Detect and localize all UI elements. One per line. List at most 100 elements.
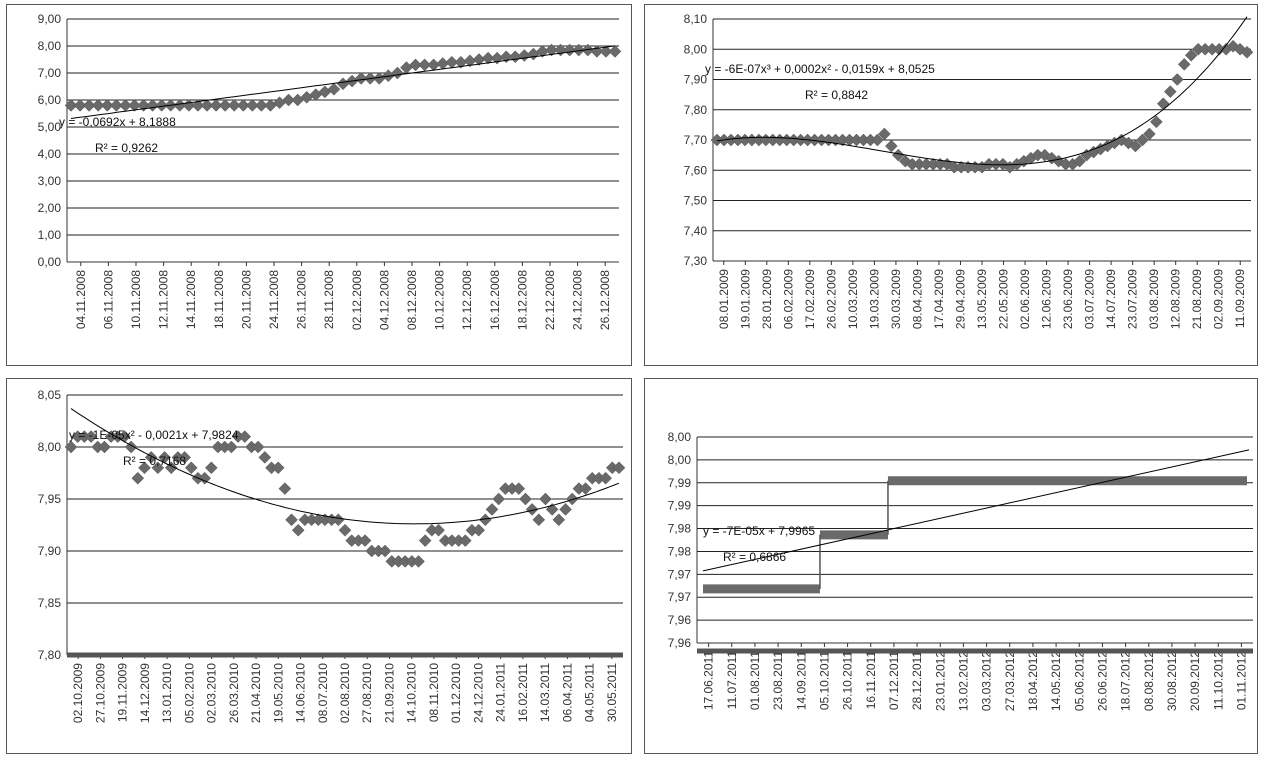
chart1-x-tick-label: 02.12.2008 — [350, 270, 364, 330]
chart1-y-tick-label: 8,00 — [38, 39, 62, 53]
chart3-data-point — [579, 482, 592, 495]
chart3-data-point — [151, 461, 165, 475]
chart1-x-tick-label: 18.12.2008 — [515, 270, 529, 330]
chart3-x-tick-label: 13.01.2010 — [160, 663, 174, 723]
chart1-trend-equation: y = -0,0692x + 8,1888 — [59, 115, 176, 129]
chart2-x-tick-label: 08.04.2009 — [910, 269, 924, 329]
chart2-x-tick-label: 30.03.2009 — [889, 269, 903, 329]
chart2-x-tick-label: 26.02.2009 — [824, 269, 838, 329]
chart2-x-tick-label: 17.02.2009 — [803, 269, 817, 329]
chart3-data-point — [251, 440, 265, 454]
chart1-data-point — [608, 45, 622, 58]
chart4-x-tick-label: 07.12.2011 — [887, 651, 901, 710]
chart-2-svg: 7,30 7,40 7,50 7,60 7,70 7,80 7,90 8,00 8,10 08.0… — [684, 12, 1254, 329]
chart4-x-tick-label: 14.09.2011 — [794, 651, 808, 710]
chart3-data-point — [552, 513, 566, 527]
chart3-data-point — [331, 513, 345, 527]
chart1-y-tick-label: 5,00 — [38, 120, 62, 134]
chart2-x-tick-label: 10.03.2009 — [846, 269, 860, 329]
chart3-x-tick-label: 02.10.2009 — [71, 663, 85, 723]
chart-panel-2: 7,30 7,40 7,50 7,60 7,70 7,80 7,90 8,00 8,10 08.0… — [644, 4, 1258, 366]
chart2-x-tick-label: 29.04.2009 — [953, 269, 967, 329]
chart3-data-point — [158, 451, 171, 464]
chart1-data-point — [481, 51, 495, 65]
chart1-data-point — [100, 99, 114, 112]
chart3-data-point — [204, 461, 218, 475]
chart1-x-tick-label: 04.11.2008 — [74, 270, 88, 329]
chart4-y-tick-label: 8,00 — [668, 453, 692, 467]
chart4-x-tick-label: 13.02.2012 — [956, 651, 970, 711]
chart3-trend-equation: y = -1E-05x² - 0,0021x + 7,9824 — [69, 428, 239, 442]
chart3-x-tick-label: 21.09.2010 — [382, 663, 396, 723]
chart4-y-tick-label: 8,00 — [668, 430, 692, 444]
chart2-x-tick-label: 22.05.2009 — [997, 269, 1011, 329]
chart2-x-tick-label: 02.06.2009 — [1018, 269, 1032, 329]
chart1-data-point — [155, 99, 169, 112]
chart2-x-tick-label: 23.07.2009 — [1126, 269, 1140, 329]
chart3-x-tick-label: 19.11.2009 — [116, 663, 130, 722]
chart3-data-point — [512, 482, 526, 495]
chart4-x-tick-label: 18.07.2012 — [1119, 651, 1133, 711]
chart2-x-tick-label: 28.01.2009 — [760, 269, 774, 329]
chart1-data-point — [545, 43, 558, 57]
chart4-x-tick-label: 03.03.2012 — [980, 651, 994, 711]
chart2-x-tick-label: 08.01.2009 — [717, 269, 731, 329]
chart4-x-tick-label: 23.08.2011 — [771, 651, 785, 710]
chart3-data-point — [472, 523, 486, 537]
chart1-data-point — [354, 72, 368, 85]
chart3-data-point — [225, 440, 238, 454]
chart1-x-tick-label: 28.11.2008 — [322, 270, 336, 329]
chart4-y-tick-label: 7,97 — [668, 590, 692, 604]
chart3-x-tick-label: 02.08.2010 — [338, 663, 352, 723]
chart1-y-tick-label: 1,00 — [38, 228, 62, 242]
chart1-x-tick-label: 24.11.2008 — [267, 270, 281, 329]
chart-4-svg: 7,96 7,96 7,97 7,97 7,98 7,98 7,99 7,99 8,00 8,00… — [668, 430, 1253, 711]
chart1-data-point — [572, 43, 586, 57]
chart3-x-tick-label: 14.03.2011 — [538, 663, 552, 722]
chart1-x-tick-label: 10.12.2008 — [433, 270, 447, 330]
chart1-data-point — [327, 82, 341, 96]
chart1-data-point — [82, 99, 96, 112]
chart2-data-point — [878, 127, 891, 141]
chart3-data-point — [492, 492, 506, 506]
chart3-r-squared: R² = 0,7168 — [123, 454, 186, 468]
chart4-x-tick-label: 14.05.2012 — [1049, 651, 1063, 711]
chart1-data-point — [264, 99, 277, 112]
chart2-x-tick-label: 17.04.2009 — [932, 269, 946, 329]
chart3-data-point — [378, 544, 392, 558]
chart3-y-tick-label: 7,80 — [38, 648, 62, 662]
chart3-y-tick-label: 8,00 — [38, 440, 62, 454]
chart1-data-point — [255, 99, 268, 112]
chart3-data-point — [338, 523, 352, 537]
chart3-data-point — [519, 492, 532, 506]
chart3-data-point — [184, 461, 198, 475]
chart1-data-point — [73, 99, 87, 112]
chart3-data-point — [178, 451, 191, 464]
chart1-x-tick-label: 04.12.2008 — [377, 270, 391, 330]
chart2-data-point — [1156, 97, 1170, 111]
chart3-data-point — [291, 523, 305, 537]
chart1-y-tick-label: 6,00 — [38, 93, 62, 107]
chart4-x-tick-label: 05.10.2011 — [817, 651, 831, 710]
chart4-x-tick-label: 27.03.2012 — [1003, 651, 1017, 711]
chart2-x-tick-label: 13.05.2009 — [975, 269, 989, 329]
chart3-data-point — [458, 534, 472, 547]
chart4-x-tick-label: 05.06.2012 — [1072, 651, 1086, 711]
chart3-data-point — [539, 492, 552, 506]
chart-3-svg: 7,80 7,85 7,90 7,95 8,00 8,05 02.10.2009 27.10.… — [38, 388, 626, 723]
chart-panel-3: 7,80 7,85 7,90 7,95 8,00 8,05 02.10.2009 27.10.… — [6, 378, 632, 754]
chart2-y-tick-label: 7,70 — [684, 133, 708, 147]
chart2-r-squared: R² = 0,8842 — [805, 88, 868, 102]
chart1-data-point — [64, 99, 78, 112]
chart4-y-tick-label: 7,99 — [668, 476, 692, 490]
chart2-x-tick-label: 14.07.2009 — [1104, 269, 1118, 329]
chart4-y-tick-label: 7,99 — [668, 499, 692, 513]
chart4-x-tick-label: 16.11.2011 — [864, 651, 878, 710]
chart3-data-point — [131, 471, 145, 485]
chart3-y-tick-label: 8,05 — [38, 388, 62, 402]
chart4-x-tick-label: 01.08.2011 — [748, 651, 762, 710]
chart4-x-tick-label: 28.12.2011 — [910, 651, 924, 710]
chart2-data-point — [871, 133, 884, 147]
chart3-data-point — [84, 430, 98, 443]
chart1-y-tick-label: 9,00 — [38, 12, 62, 26]
